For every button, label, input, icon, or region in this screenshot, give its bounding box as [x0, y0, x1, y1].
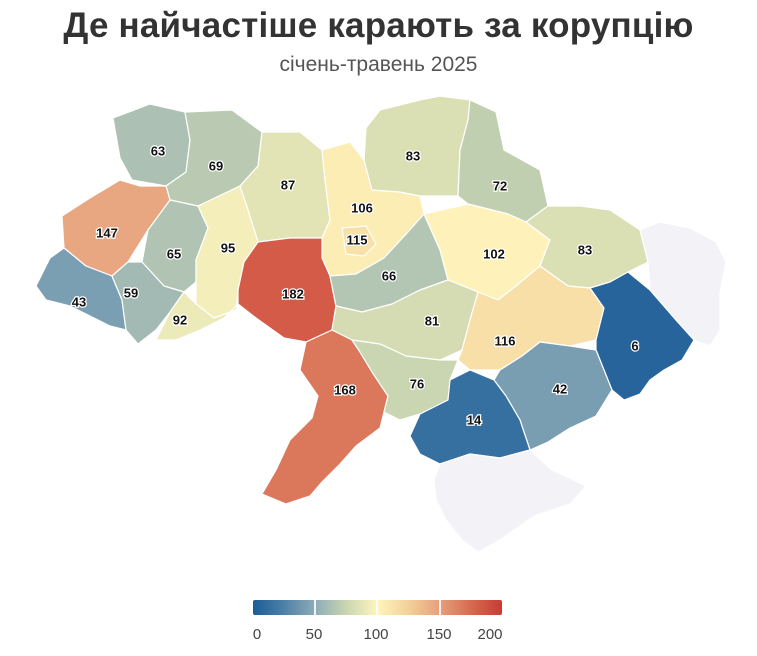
legend-separator — [314, 600, 316, 615]
legend-tick-0: 0 — [252, 626, 262, 643]
region-value-label: 147 — [96, 225, 118, 240]
region-chernivtsi — [155, 291, 239, 341]
region-value-label: 43 — [72, 294, 86, 309]
region-value-label: 59 — [124, 285, 138, 300]
region-value-label: 116 — [495, 333, 516, 348]
regions-layer — [35, 95, 727, 553]
region-value-label: 115 — [347, 232, 368, 247]
region-value-label: 14 — [467, 412, 482, 427]
region-crimea — [433, 449, 587, 553]
region-value-label: 168 — [334, 382, 356, 397]
legend-tick-200: 200 — [477, 626, 503, 643]
region-value-label: 69 — [209, 158, 223, 173]
region-value-label: 65 — [167, 246, 181, 261]
legend-tick-100: 100 — [363, 626, 389, 643]
region-value-label: 182 — [282, 286, 304, 301]
region-value-label: 72 — [493, 178, 507, 193]
region-sumy — [457, 99, 549, 223]
legend-separator — [439, 600, 441, 615]
region-value-label: 106 — [351, 200, 373, 215]
region-value-label: 42 — [553, 381, 567, 396]
legend-separator — [376, 600, 378, 615]
region-value-label: 87 — [281, 177, 295, 192]
region-value-label: 63 — [151, 143, 165, 158]
region-value-label: 102 — [483, 246, 505, 261]
region-value-label: 95 — [221, 240, 235, 255]
region-zakarpattia — [35, 247, 127, 331]
legend-colorbar — [253, 600, 502, 615]
region-value-label: 83 — [406, 148, 420, 163]
region-value-label: 76 — [410, 376, 424, 391]
region-luhansk — [639, 221, 727, 347]
map-title: Де найчастіше карають за корупцію — [63, 6, 694, 45]
region-kyiv-city — [341, 225, 377, 257]
legend-tick-150: 150 — [426, 626, 452, 643]
labels-layer: 63 69 87 106 115 83 72 147 65 95 182 66 102 83 43 59 92 8… — [71, 142, 640, 428]
region-value-label: 83 — [578, 242, 592, 257]
legend-tick-50: 50 — [305, 626, 323, 643]
map-subtitle: січень-травень 2025 — [279, 53, 478, 76]
region-value-label: 92 — [173, 312, 187, 327]
region-value-label: 6 — [631, 338, 638, 353]
region-value-label: 81 — [425, 313, 439, 328]
region-value-label: 66 — [382, 268, 396, 283]
region-donetsk — [589, 271, 695, 401]
region-chernihiv — [363, 95, 471, 197]
